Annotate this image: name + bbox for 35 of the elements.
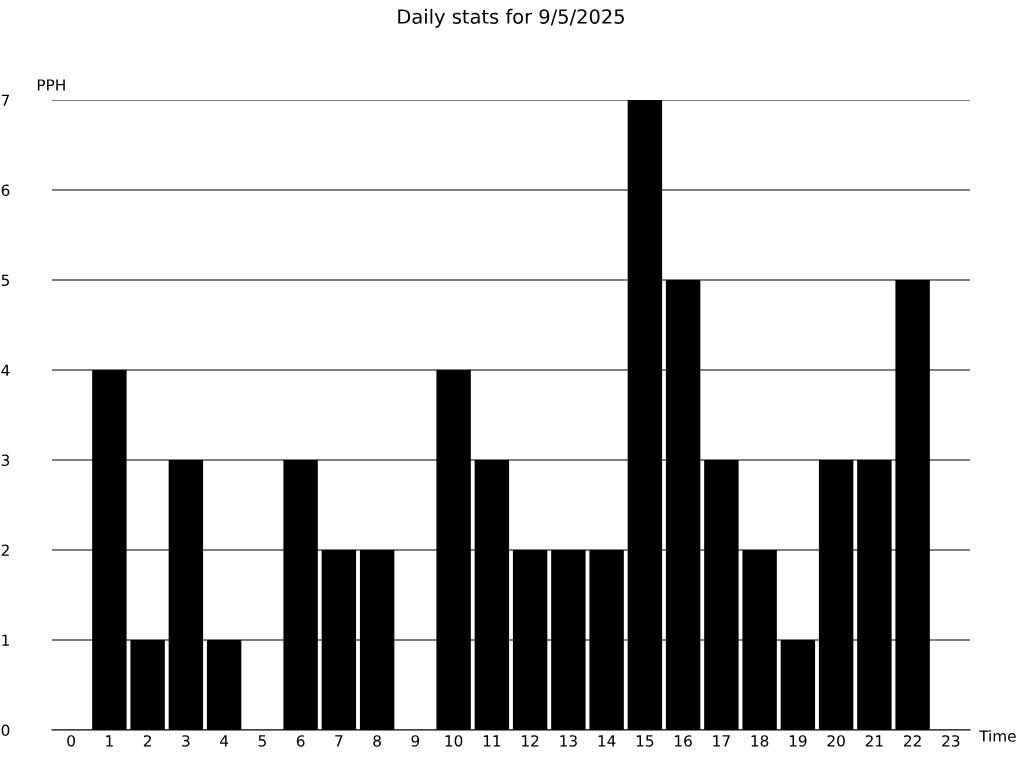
x-tick-label: 15 (636, 735, 654, 747)
x-tick-label: 7 (335, 735, 343, 747)
y-tick-label: 0 (1, 724, 10, 737)
x-tick-label: 16 (675, 735, 692, 747)
x-tick-label: 23 (942, 735, 960, 747)
y-tick-label: 1 (2, 634, 9, 646)
x-tick-label: 11 (483, 735, 501, 747)
x-tick-label: 19 (789, 735, 807, 747)
y-tick-label: 7 (1, 94, 10, 106)
y-tick-label: 3 (1, 454, 10, 467)
x-tick-label: 17 (713, 735, 730, 747)
y-tick-label: 4 (1, 364, 10, 376)
x-tick-label: 12 (522, 735, 539, 747)
x-tick-label: 8 (373, 735, 381, 747)
x-axis-title: Time (979, 730, 1016, 742)
x-tick-label: 18 (751, 735, 769, 747)
x-tick-label: 9 (411, 735, 420, 747)
y-tick-label: 2 (1, 544, 9, 556)
y-axis-title: PPH (37, 79, 65, 91)
x-tick-label: 13 (560, 735, 577, 747)
x-tick-label: 22 (904, 735, 921, 747)
x-tick-label: 5 (258, 735, 266, 747)
y-tick-label: 5 (1, 274, 9, 287)
x-tick-label: 0 (67, 735, 75, 747)
x-tick-label: 3 (182, 735, 190, 747)
x-tick-label: 1 (106, 735, 113, 747)
y-tick-label: 6 (1, 184, 10, 197)
x-tick-label: 10 (445, 735, 463, 747)
x-tick-label: 2 (143, 735, 151, 747)
x-tick-label: 20 (827, 735, 845, 747)
x-tick-label: 21 (865, 735, 883, 747)
x-tick-label: 6 (296, 735, 305, 747)
x-tick-label: 4 (220, 735, 229, 747)
x-tick-label: 14 (598, 735, 616, 747)
chart-title: Daily stats for 9/5/2025 (398, 8, 624, 28)
